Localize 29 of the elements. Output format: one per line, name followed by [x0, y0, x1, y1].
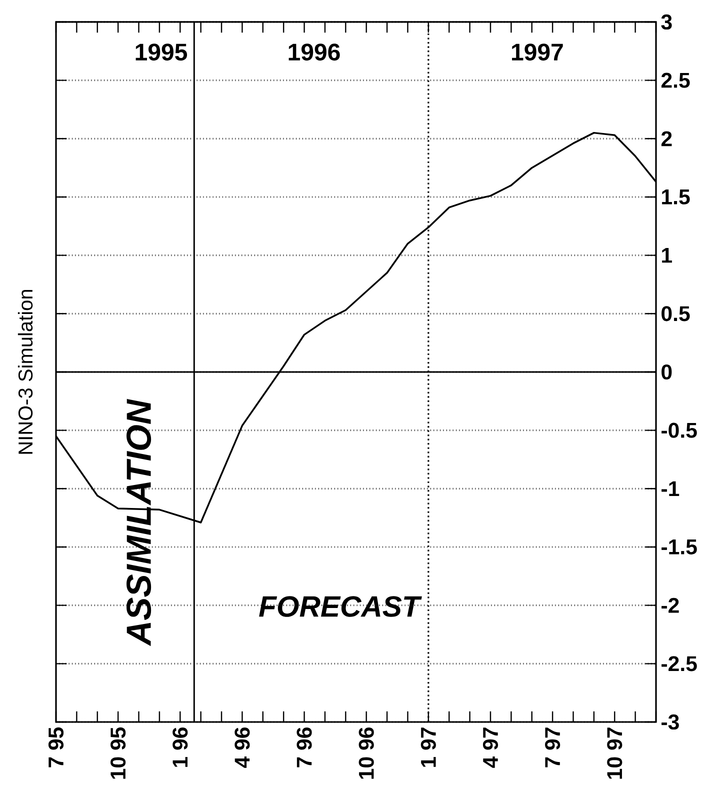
y-tick-label: 2.5 [661, 72, 690, 88]
y-tick-label: 0.5 [662, 306, 690, 322]
y-tick-label: -2.5 [662, 656, 697, 672]
x-tick-label: 7 96 [296, 728, 312, 768]
y-axis-title: NINO-3 Simulation [18, 290, 33, 454]
x-tick-label: 1 96 [172, 728, 188, 767]
x-tick-label: 10 96 [358, 728, 374, 779]
x-tick-label: 7 95 [48, 727, 64, 768]
y-tick-label: -3 [662, 714, 679, 730]
annotation: FORECAST [259, 596, 422, 617]
annotation: 1996 [288, 44, 340, 61]
x-tick-label: 1 97 [420, 728, 436, 767]
y-tick-label: 2 [661, 131, 672, 146]
x-tick-label: 4 96 [234, 728, 250, 768]
x-tick-label: 7 97 [545, 728, 560, 768]
annotation: 1997 [512, 44, 563, 61]
y-tick-label: -1 [662, 481, 680, 496]
y-tick-label: 1 [662, 248, 672, 263]
annotation: 1995 [136, 44, 188, 61]
x-tick-label: 10 97 [607, 728, 622, 779]
annotation: ASSIMILATION [126, 398, 152, 646]
y-tick-label: -0.5 [662, 422, 697, 438]
y-tick-label: 0 [662, 364, 672, 380]
x-tick-label: 10 95 [110, 727, 126, 779]
y-tick-label: 1.5 [662, 190, 690, 204]
x-tick-label: 4 97 [482, 728, 498, 768]
y-tick-label: -2 [662, 598, 679, 613]
y-tick-label: -1.5 [662, 540, 697, 554]
y-tick-label: 3 [661, 14, 672, 30]
